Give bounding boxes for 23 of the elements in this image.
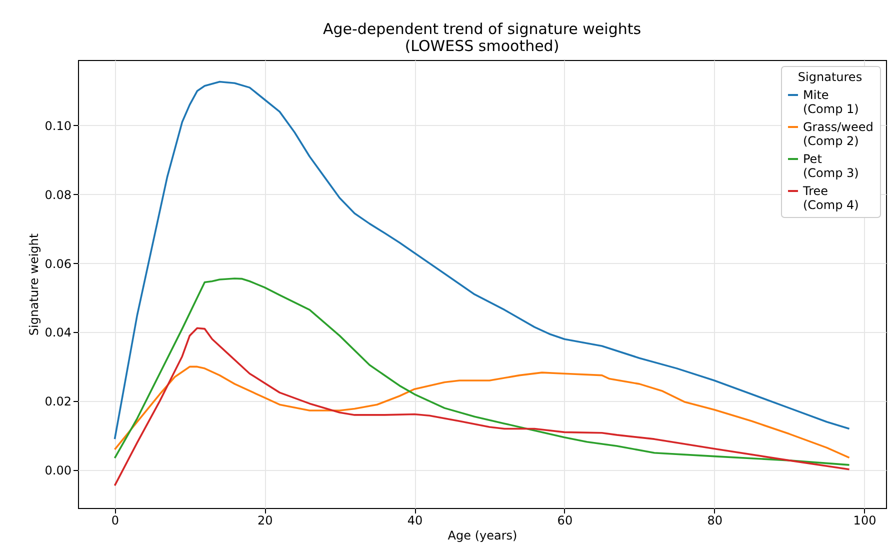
x-tick-label: 80 <box>707 514 722 528</box>
y-tick-label: 0.00 <box>44 464 72 478</box>
legend-title: Signatures <box>798 70 862 84</box>
x-tick-label: 100 <box>853 514 876 528</box>
x-tick-label: 60 <box>557 514 573 528</box>
y-tick-label: 0.04 <box>44 326 72 340</box>
legend-label: Pet (Comp 3) <box>803 152 859 180</box>
x-tick-label: 20 <box>257 514 273 528</box>
y-tick-label: 0.08 <box>44 188 72 202</box>
y-tick-label: 0.10 <box>44 118 72 133</box>
legend-label: Mite (Comp 1) <box>803 88 859 116</box>
y-tick-label: 0.06 <box>44 256 72 271</box>
legend-label: Tree (Comp 4) <box>802 184 859 212</box>
x-axis-title: Age (years) <box>448 528 518 542</box>
x-tick-label: 0 <box>111 514 120 528</box>
x-tick-label: 40 <box>407 514 423 528</box>
line-series <box>114 278 850 466</box>
line-series <box>114 327 850 486</box>
y-axis-title: Signature weight <box>26 233 41 336</box>
y-tick-label: 0.02 <box>44 394 72 409</box>
chart-title: Age-dependent trend of signature weights (LOWESS smoothed) <box>322 20 642 55</box>
line-series <box>114 366 850 459</box>
legend-label: Grass/weed (Comp 2) <box>803 120 874 148</box>
